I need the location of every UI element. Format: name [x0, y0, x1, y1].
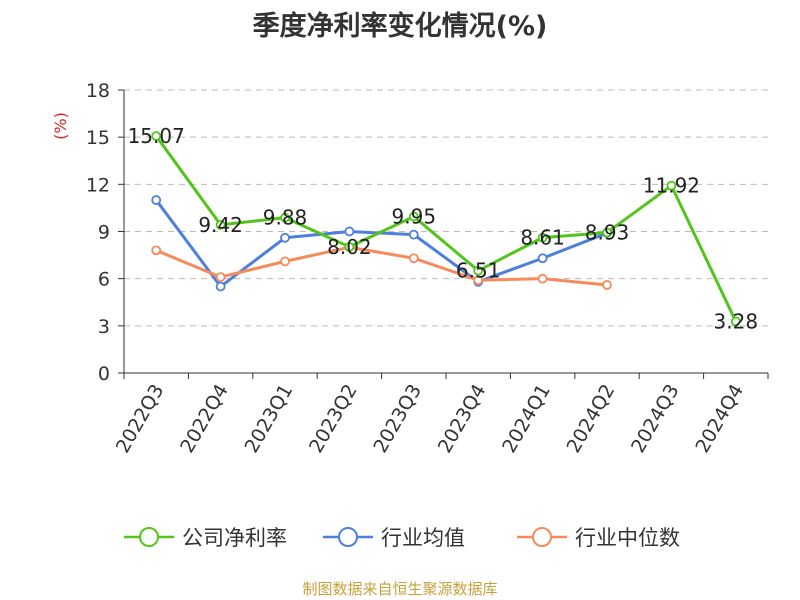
data-label: 9.42	[198, 213, 243, 237]
data-point[interactable]	[408, 229, 419, 240]
legend-marker	[139, 527, 159, 547]
data-point[interactable]	[408, 253, 419, 264]
y-tick-label: 12	[86, 174, 110, 196]
data-point[interactable]	[151, 131, 162, 141]
data-point[interactable]	[473, 275, 484, 286]
data-label: 8.02	[327, 235, 372, 259]
data-label: 11.92	[643, 174, 700, 198]
x-tick-label: 2024Q1	[498, 381, 555, 457]
series-0	[151, 131, 741, 327]
data-label: 9.95	[392, 205, 437, 229]
y-tick-label: 0	[98, 363, 110, 385]
legend-item[interactable]: 公司净利率	[124, 526, 287, 550]
x-tick-label: 2022Q4	[176, 381, 233, 457]
x-tick-label: 2024Q3	[627, 381, 684, 457]
x-tick-label: 2024Q2	[563, 381, 620, 457]
data-point[interactable]	[215, 281, 226, 292]
data-point[interactable]	[344, 226, 355, 237]
x-tick-label: 2023Q4	[434, 381, 491, 457]
x-tick-label: 2023Q3	[369, 381, 426, 457]
x-tick-label: 2024Q4	[691, 381, 748, 457]
series-line	[155, 245, 608, 287]
data-point[interactable]	[151, 195, 162, 205]
legend-label: 行业中位数	[575, 526, 680, 550]
data-point[interactable]	[344, 242, 355, 252]
gridlines	[124, 89, 768, 327]
legend-marker	[532, 527, 552, 547]
x-tick-label: 2023Q1	[241, 381, 298, 457]
data-point[interactable]	[408, 211, 419, 222]
y-tick-label: 15	[86, 127, 110, 149]
x-tick-label: 2022Q3	[112, 381, 169, 457]
data-point[interactable]	[280, 212, 290, 223]
data-point[interactable]	[537, 253, 548, 264]
data-point[interactable]	[280, 256, 290, 267]
data-labels: 15.07 9.42 9.88 8.02 9.95 6.51 8.61 8.93 11.92 3.…	[128, 124, 758, 333]
data-label: 9.88	[263, 206, 308, 230]
data-point[interactable]	[151, 245, 162, 256]
series-line	[154, 135, 738, 323]
data-point[interactable]	[537, 232, 548, 243]
y-tick-label: 6	[98, 269, 110, 291]
y-axis-label: (%)	[51, 112, 70, 140]
data-label: 8.93	[585, 221, 630, 245]
data-label: 15.07	[128, 124, 185, 148]
data-point[interactable]	[215, 272, 226, 282]
source-note: 制图数据来自恒生聚源数据库	[302, 580, 498, 598]
data-point[interactable]	[730, 316, 741, 327]
axes: 0 3 6 9 12 15 18 2022Q3 2022Q4 2023Q1 2023Q2 2023Q3…	[86, 80, 769, 457]
legend-label: 行业均值	[381, 526, 465, 550]
legend-item[interactable]: 行业中位数	[517, 526, 680, 550]
legend[interactable]: 公司净利率 行业均值 行业中位数	[124, 526, 680, 550]
x-tick-label: 2023Q2	[305, 381, 362, 457]
data-point[interactable]	[602, 280, 612, 290]
data-label: 3.28	[714, 309, 759, 333]
legend-label: 公司净利率	[182, 526, 287, 550]
data-point[interactable]	[537, 273, 548, 284]
y-tick-label: 9	[98, 222, 110, 244]
legend-marker	[338, 527, 358, 547]
y-tick-label: 18	[86, 80, 110, 102]
data-point[interactable]	[473, 265, 484, 276]
chart-title: 季度净利率变化情况(%)	[252, 11, 548, 42]
data-point[interactable]	[602, 227, 612, 238]
data-label: 8.61	[520, 226, 565, 250]
data-point[interactable]	[280, 232, 290, 243]
data-label: 6.51	[456, 259, 501, 283]
data-point[interactable]	[666, 180, 677, 191]
y-tick-label: 3	[98, 316, 110, 338]
legend-item[interactable]: 行业均值	[323, 526, 465, 550]
series-lines	[151, 131, 741, 327]
data-point[interactable]	[215, 219, 226, 230]
